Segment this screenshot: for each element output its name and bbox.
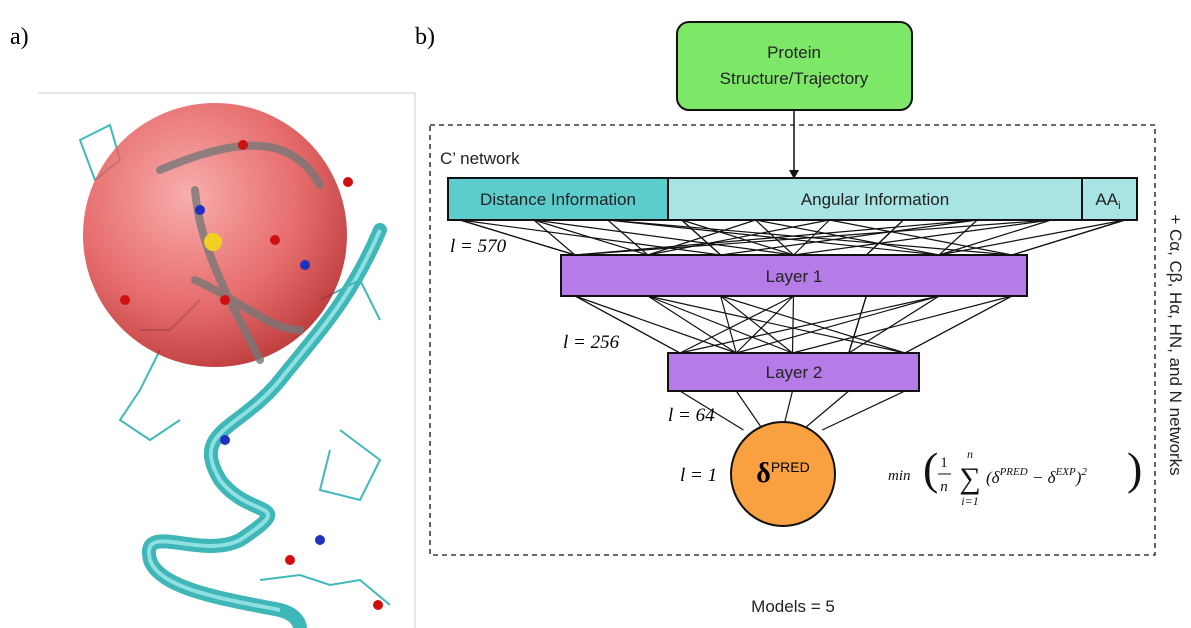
size-label: l = 1 — [680, 465, 717, 486]
connections — [460, 220, 1125, 430]
connection — [736, 296, 939, 353]
connection — [822, 391, 905, 430]
loss-part: − δ — [1028, 468, 1057, 487]
input-label-text: AA — [1095, 190, 1118, 209]
connection — [939, 220, 1125, 255]
network-label: C’ network — [440, 149, 520, 168]
connection — [721, 296, 905, 353]
loss-sum-top: n — [967, 447, 973, 461]
connection — [803, 391, 849, 430]
connection — [721, 220, 978, 255]
loss-min: min — [888, 468, 911, 484]
loss-den: n — [940, 479, 948, 495]
output-symbol: δ — [756, 458, 771, 489]
size-label: l = 256 — [563, 332, 620, 353]
panel-label: a) — [10, 24, 29, 50]
loss-sup: 2 — [1081, 466, 1087, 478]
connection — [793, 296, 794, 353]
loss-body: (δPRED − δEXP)2 — [986, 466, 1087, 487]
loss-num: 1 — [940, 455, 948, 471]
input-label: Distance Information — [480, 190, 636, 209]
input-label: AAi — [1095, 190, 1120, 212]
size-label: l = 570 — [450, 236, 507, 257]
connection — [849, 296, 939, 353]
connection — [736, 391, 763, 430]
figure: a) b) Protein Structure/Trajectory C’ ne… — [0, 0, 1191, 628]
connection — [721, 296, 793, 353]
loss-part: (δ — [986, 468, 1001, 487]
layer-label: Layer 2 — [766, 363, 823, 382]
paren: ( — [923, 443, 938, 494]
models-label: Models = 5 — [751, 597, 835, 616]
layer-label: Layer 1 — [766, 267, 823, 286]
connection — [575, 220, 1051, 255]
output-sup: PRED — [771, 459, 810, 475]
source-node-text: Structure/Trajectory — [720, 69, 869, 88]
loss-sup: PRED — [999, 466, 1028, 478]
loss-formula: min ( 1 n ∑ n i=1 (δPRED − δEXP)2 ) — [888, 443, 1142, 508]
source-node — [677, 22, 912, 110]
input-label: Angular Information — [801, 190, 949, 209]
source-node-text: Protein — [767, 43, 821, 62]
size-label: l = 64 — [668, 405, 715, 426]
paren: ) — [1127, 443, 1142, 494]
loss-sum: ∑ — [959, 462, 980, 495]
connection — [905, 296, 1012, 353]
panel-label: b) — [415, 24, 435, 50]
side-note: + Cα, Cβ, Hα, HN, and N networks — [1166, 214, 1185, 475]
protein-render — [38, 93, 415, 628]
loss-sup: EXP — [1055, 466, 1076, 478]
loss-sum-bottom: i=1 — [961, 494, 978, 508]
input-label-sub: i — [1118, 200, 1120, 212]
